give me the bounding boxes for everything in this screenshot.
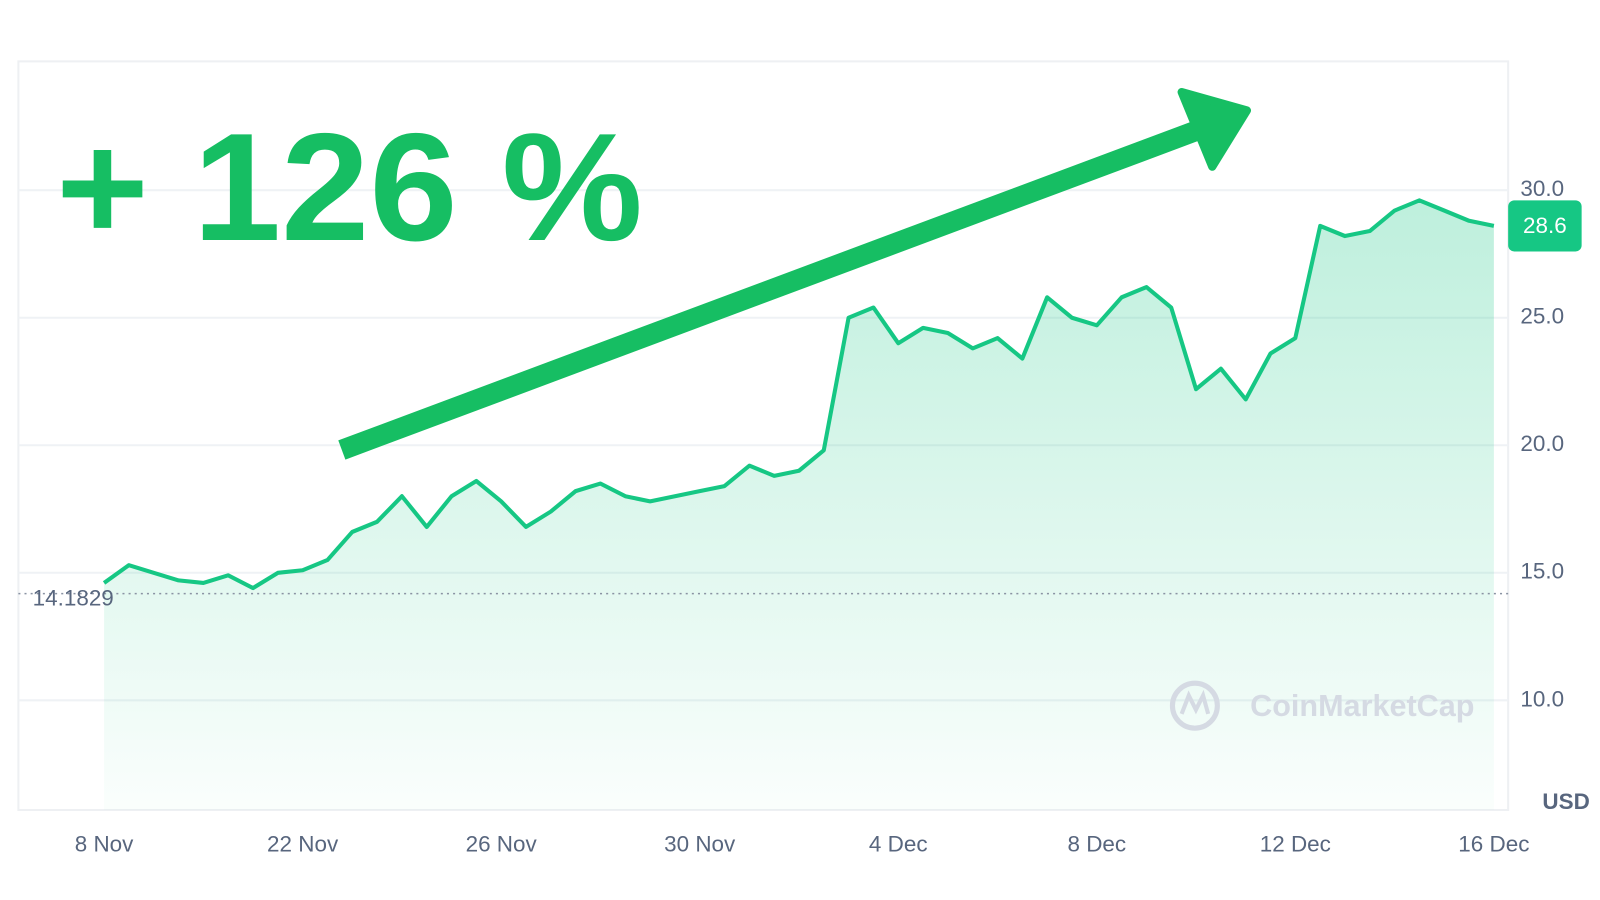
trend-arrow xyxy=(338,87,1252,460)
y-tick-label: 20.0 xyxy=(1520,431,1564,456)
last-price-label: 28.6 xyxy=(1523,213,1567,238)
arrow-shaft xyxy=(338,118,1208,460)
x-tick-label: 16 Dec xyxy=(1458,832,1529,857)
x-tick-label: 8 Dec xyxy=(1067,832,1126,857)
overlay: 14.1829 28.6 xyxy=(18,200,1582,611)
baseline-label: 14.1829 xyxy=(33,586,114,611)
x-tick-label: 30 Nov xyxy=(664,832,736,857)
y-tick-label: 25.0 xyxy=(1520,304,1564,329)
x-tick-label: 8 Nov xyxy=(75,832,134,857)
annotation: + 126 % xyxy=(56,102,643,273)
x-tick-label: 26 Nov xyxy=(466,832,538,857)
price-line xyxy=(102,198,1495,591)
arrow-head xyxy=(1177,87,1252,171)
currency-label: USD xyxy=(1542,789,1589,814)
watermark-logo xyxy=(1169,680,1220,731)
x-tick-label: 4 Dec xyxy=(869,832,928,857)
y-tick-label: 10.0 xyxy=(1520,686,1564,711)
y-tick-label: 30.0 xyxy=(1520,176,1564,201)
x-tick-label: 22 Nov xyxy=(267,832,339,857)
logo-circle xyxy=(1169,680,1220,731)
last-price-badge xyxy=(1508,200,1582,252)
watermark: CoinMarketCap xyxy=(1250,689,1474,723)
x-tick-label: 12 Dec xyxy=(1260,832,1331,857)
price-area xyxy=(104,200,1494,810)
series xyxy=(102,198,1495,810)
y-tick-label: 15.0 xyxy=(1520,559,1564,584)
logo-mark xyxy=(1179,689,1211,715)
